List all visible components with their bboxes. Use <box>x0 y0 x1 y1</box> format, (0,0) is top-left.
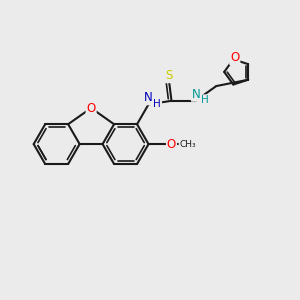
Text: O: O <box>86 101 96 115</box>
Text: N: N <box>192 88 201 101</box>
Text: O: O <box>230 51 239 64</box>
Text: S: S <box>165 69 172 82</box>
Text: N: N <box>144 92 153 104</box>
Text: O: O <box>167 138 176 151</box>
Text: CH₃: CH₃ <box>179 140 196 148</box>
Text: H: H <box>201 95 209 105</box>
Text: H: H <box>154 99 161 109</box>
